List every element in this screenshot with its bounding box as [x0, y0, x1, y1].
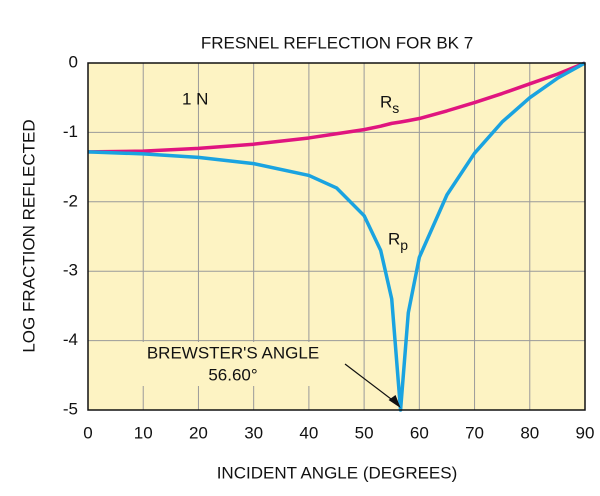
annotation: BREWSTER'S ANGLE [147, 343, 319, 362]
series-label-subscript: p [400, 237, 408, 253]
series-line [87, 61, 586, 154]
x-tick-label: 60 [410, 423, 429, 442]
chart-title: FRESNEL REFLECTION FOR BK 7 [201, 33, 473, 52]
annotation: 1 N [182, 89, 208, 108]
y-tick-label: -1 [63, 122, 78, 141]
x-tick-label: 40 [299, 423, 318, 442]
y-tick-label: -5 [63, 399, 78, 418]
plot-frame [87, 62, 586, 411]
annotation: 56.60° [208, 365, 257, 384]
callout-arrow [344, 363, 398, 405]
x-tick-label: 50 [355, 423, 374, 442]
x-tick-label: 70 [465, 423, 484, 442]
series-label-subscript: s [392, 100, 399, 116]
x-tick-label: 90 [576, 423, 595, 442]
x-tick-label: 20 [189, 423, 208, 442]
callout-background [118, 342, 354, 386]
lines [87, 61, 586, 412]
y-tick-label: -4 [63, 330, 78, 349]
x-tick-label: 30 [244, 423, 263, 442]
x-axis-label: INCIDENT ANGLE (DEGREES) [217, 463, 458, 482]
callout-arrowhead [388, 395, 401, 408]
x-tick-label: 80 [520, 423, 539, 442]
y-axis-label: LOG FRACTION REFLECTED [19, 119, 38, 352]
series-line [87, 61, 586, 412]
y-tick-label: -2 [63, 191, 78, 210]
x-tick-label: 10 [134, 423, 153, 442]
y-tick-label: 0 [69, 52, 78, 71]
y-tick-label: -3 [63, 261, 78, 280]
x-tick-label: 0 [83, 423, 92, 442]
